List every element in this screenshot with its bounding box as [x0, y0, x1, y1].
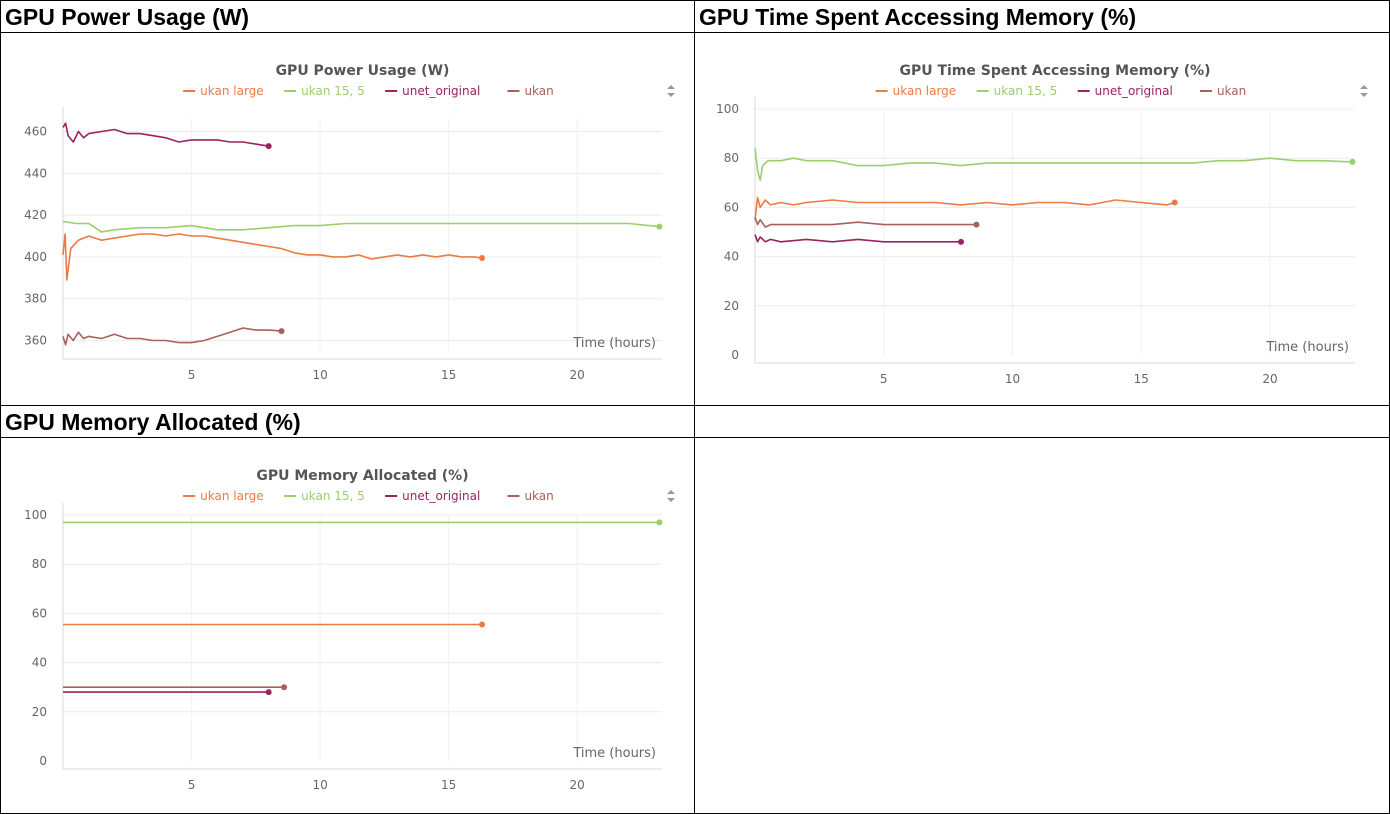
legend-item-unet-original: unet_original	[402, 84, 480, 98]
chart-title: GPU Time Spent Accessing Memory (%)	[899, 63, 1210, 79]
panel-gpu-memory-allocated: GPU Memory Allocated (%) GPU Memory Allo…	[1, 406, 695, 813]
legend-scroll-down-icon	[667, 498, 675, 502]
series-end-point-unet-original	[265, 143, 272, 150]
chart-gpu-memory-allocated: GPU Memory Allocated (%) ukan large ukan 1…	[24, 468, 675, 792]
y-tick-label: 380	[24, 292, 47, 306]
y-tick-label: 440	[24, 166, 47, 180]
legend-scroll-down-icon	[667, 93, 675, 97]
x-tick-label: 5	[188, 778, 196, 792]
series-line-ukan-15-5	[62, 220, 660, 233]
y-tick-label: 420	[24, 208, 47, 222]
y-tick-label: 460	[24, 125, 47, 139]
panel-header-text: GPU Power Usage (W)	[5, 4, 250, 30]
series-end-point-ukan	[281, 684, 288, 691]
x-tick-label: 10	[312, 778, 327, 792]
y-tick-label: 100	[716, 102, 739, 116]
series-end-point-unet-original	[958, 238, 965, 245]
x-tick-label: 5	[880, 372, 888, 386]
series-end-point-ukan-15-5	[656, 223, 663, 230]
series-end-point-unet-original	[265, 689, 272, 696]
y-tick-label: 80	[32, 557, 47, 571]
legend-item-unet-original: unet_original	[402, 489, 480, 503]
legend-item-ukan: ukan	[1217, 84, 1246, 98]
panel-header: GPU Time Spent Accessing Memory (%)	[695, 1, 1389, 33]
y-tick-label: 360	[24, 334, 47, 348]
chart-title: GPU Power Usage (W)	[276, 63, 450, 79]
series-end-point-ukan-large	[1171, 199, 1178, 206]
series-end-point-ukan-large	[479, 621, 486, 628]
x-tick-label: 5	[188, 368, 196, 382]
panel-header	[695, 406, 1389, 438]
x-axis-label: Time (hours)	[1265, 340, 1349, 355]
y-tick-label: 60	[32, 606, 47, 620]
series-line-ukan	[62, 327, 282, 346]
legend-item-ukan-15-5: ukan 15, 5	[301, 84, 365, 98]
series-line-unet-original	[62, 122, 269, 147]
series-end-point-ukan	[973, 221, 980, 228]
panel-gpu-power: GPU Power Usage (W) GPU Power Usage (W) u…	[1, 1, 695, 406]
series-line-ukan-large	[754, 196, 1175, 220]
series-end-point-ukan-15-5	[656, 519, 663, 526]
x-tick-label: 15	[1134, 372, 1149, 386]
legend-scroll-up-icon	[1360, 85, 1368, 89]
series-end-point-ukan-large	[479, 254, 486, 261]
x-tick-label: 15	[441, 368, 456, 382]
legend-scroll-up-icon	[667, 85, 675, 89]
series-line-ukan-large	[62, 233, 483, 281]
y-tick-label: 60	[724, 200, 739, 214]
series-end-point-ukan	[278, 328, 285, 335]
panel-header: GPU Power Usage (W)	[1, 1, 695, 33]
legend-scroll-up-icon	[667, 490, 675, 494]
legend-item-unet-original: unet_original	[1095, 84, 1173, 98]
x-tick-label: 10	[1005, 372, 1020, 386]
x-tick-label: 10	[312, 368, 327, 382]
y-tick-label: 0	[731, 348, 739, 362]
legend-item-ukan-large: ukan large	[893, 84, 957, 98]
legend-scroll-down-icon	[1360, 93, 1368, 97]
chart-gpu-power: GPU Power Usage (W) ukan large ukan 15, 5 u…	[24, 63, 675, 382]
y-tick-label: 0	[39, 754, 47, 768]
y-tick-label: 100	[24, 508, 47, 522]
chart-title: GPU Memory Allocated (%)	[256, 468, 468, 484]
legend-item-ukan-15-5: ukan 15, 5	[994, 84, 1058, 98]
x-tick-label: 20	[1262, 372, 1277, 386]
series-line-ukan	[754, 216, 977, 228]
y-tick-label: 20	[32, 705, 47, 719]
legend-item-ukan: ukan	[524, 84, 553, 98]
y-tick-label: 40	[32, 656, 47, 670]
legend-item-ukan: ukan	[524, 489, 553, 503]
x-tick-label: 20	[570, 778, 585, 792]
y-tick-label: 80	[724, 151, 739, 165]
grid-divider-horizontal	[1, 405, 1389, 406]
panel-header-text: GPU Time Spent Accessing Memory (%)	[699, 4, 1137, 30]
y-tick-label: 20	[724, 299, 739, 313]
x-axis-label: Time (hours)	[572, 336, 656, 351]
legend-item-ukan-large: ukan large	[200, 84, 264, 98]
panel-empty	[695, 406, 1389, 813]
y-tick-label: 40	[724, 250, 739, 264]
panel-header: GPU Memory Allocated (%)	[1, 406, 695, 438]
grid-divider-vertical	[694, 1, 695, 813]
series-end-point-ukan-15-5	[1349, 158, 1356, 165]
series-line-unet-original	[754, 234, 961, 243]
legend-item-ukan-large: ukan large	[200, 489, 264, 503]
series-line-ukan-15-5	[754, 148, 1353, 182]
legend-item-ukan-15-5: ukan 15, 5	[301, 489, 365, 503]
panel-header-text: GPU Memory Allocated (%)	[5, 409, 301, 435]
x-tick-label: 15	[441, 778, 456, 792]
x-axis-label: Time (hours)	[572, 746, 656, 761]
panel-gpu-memory-access: GPU Time Spent Accessing Memory (%) GPU …	[695, 1, 1389, 406]
chart-gpu-memory-access: GPU Time Spent Accessing Memory (%) ukan …	[716, 63, 1368, 386]
x-tick-label: 20	[570, 368, 585, 382]
y-tick-label: 400	[24, 250, 47, 264]
